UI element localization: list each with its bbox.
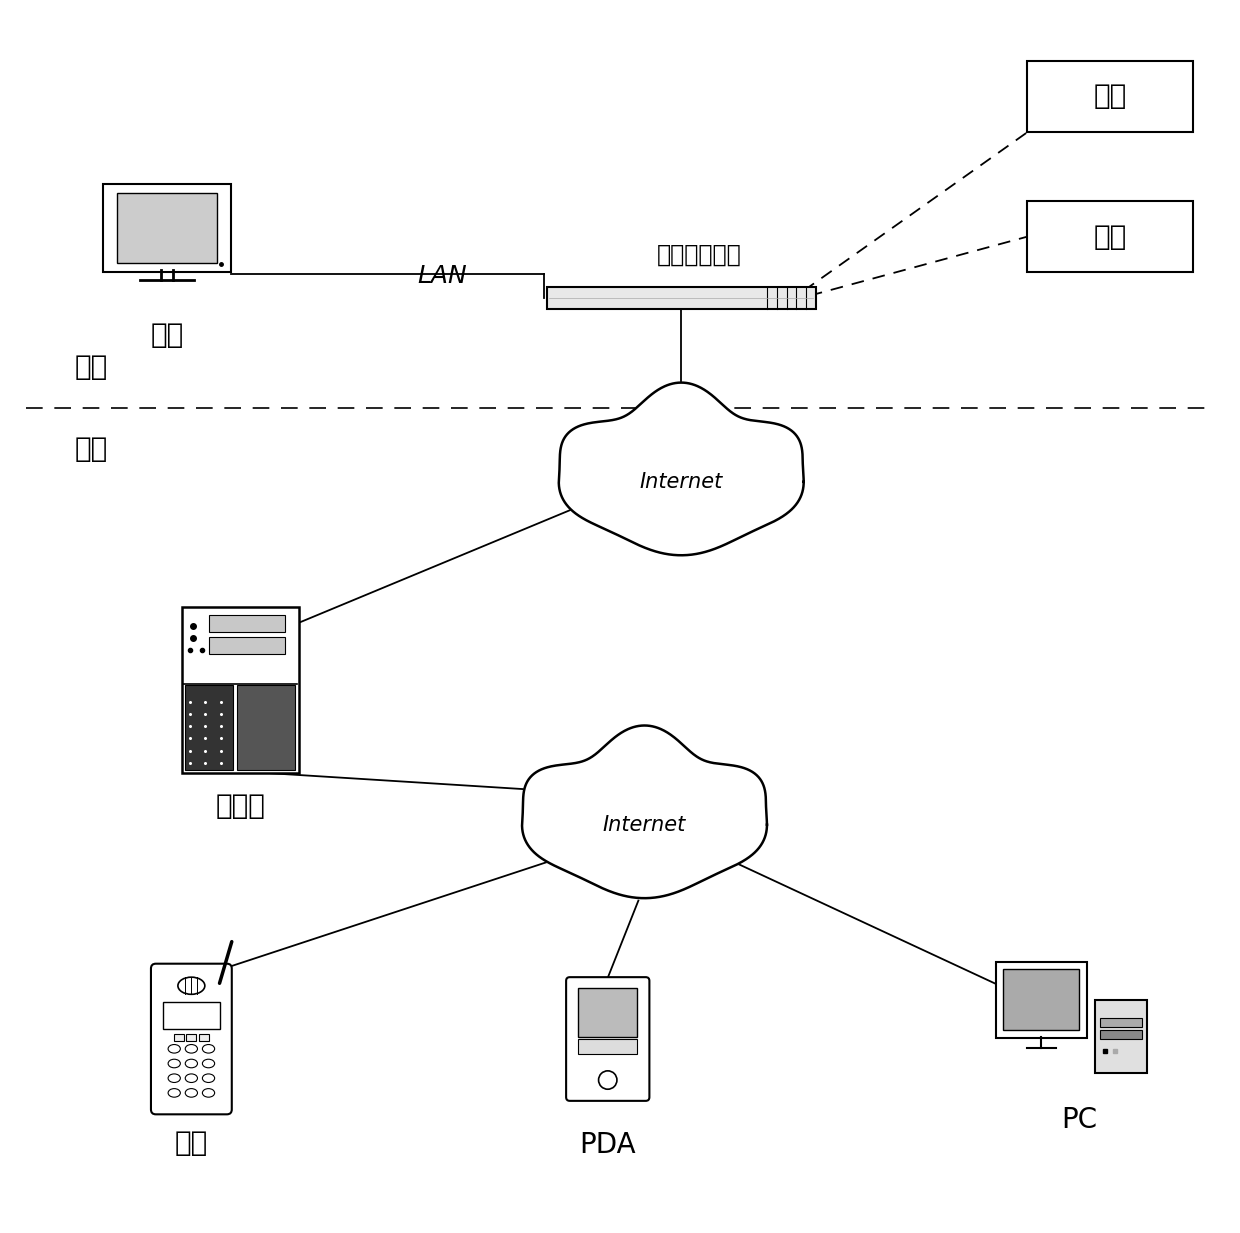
FancyBboxPatch shape: [103, 184, 231, 272]
Ellipse shape: [185, 1074, 197, 1083]
Bar: [198, 1034, 208, 1042]
Text: Internet: Internet: [640, 472, 723, 492]
Text: Internet: Internet: [603, 815, 686, 835]
Polygon shape: [559, 382, 804, 555]
Bar: [1027, 201, 1193, 272]
Bar: [578, 988, 637, 1037]
Text: LAN: LAN: [418, 264, 467, 289]
Bar: [1100, 1031, 1142, 1039]
Polygon shape: [522, 725, 768, 898]
Ellipse shape: [202, 1074, 215, 1083]
Bar: [185, 686, 233, 771]
Bar: [1100, 1018, 1142, 1027]
Text: 手机: 手机: [175, 1129, 208, 1157]
Text: 家电: 家电: [1094, 83, 1126, 110]
Bar: [117, 194, 217, 264]
Bar: [210, 615, 285, 631]
Text: 电视: 电视: [150, 321, 184, 349]
Ellipse shape: [185, 1044, 197, 1053]
Text: 家电: 家电: [1094, 223, 1126, 250]
Ellipse shape: [202, 1044, 215, 1053]
Ellipse shape: [177, 978, 205, 994]
Ellipse shape: [169, 1044, 180, 1053]
Text: 家庭网络中心: 家庭网络中心: [657, 243, 742, 268]
FancyBboxPatch shape: [182, 608, 299, 773]
Text: 服务器: 服务器: [216, 793, 265, 820]
Bar: [237, 686, 295, 771]
FancyBboxPatch shape: [151, 964, 232, 1115]
Bar: [1003, 969, 1079, 1031]
Ellipse shape: [169, 1089, 180, 1097]
Circle shape: [599, 1070, 618, 1089]
Bar: [164, 1002, 219, 1030]
Bar: [1095, 1000, 1147, 1073]
Bar: [578, 1039, 637, 1054]
Text: 家内: 家内: [76, 354, 108, 381]
Bar: [1027, 60, 1193, 132]
Ellipse shape: [169, 1074, 180, 1083]
Bar: [210, 636, 285, 653]
FancyBboxPatch shape: [996, 962, 1086, 1038]
FancyBboxPatch shape: [567, 978, 650, 1101]
Bar: [547, 287, 816, 309]
Ellipse shape: [185, 1089, 197, 1097]
Bar: [186, 1034, 196, 1042]
Ellipse shape: [202, 1059, 215, 1068]
Text: PDA: PDA: [579, 1131, 636, 1159]
Ellipse shape: [169, 1059, 180, 1068]
Bar: [175, 1034, 184, 1042]
Text: PC: PC: [1061, 1106, 1097, 1134]
Ellipse shape: [202, 1089, 215, 1097]
Text: 家外: 家外: [76, 435, 108, 464]
Ellipse shape: [185, 1059, 197, 1068]
